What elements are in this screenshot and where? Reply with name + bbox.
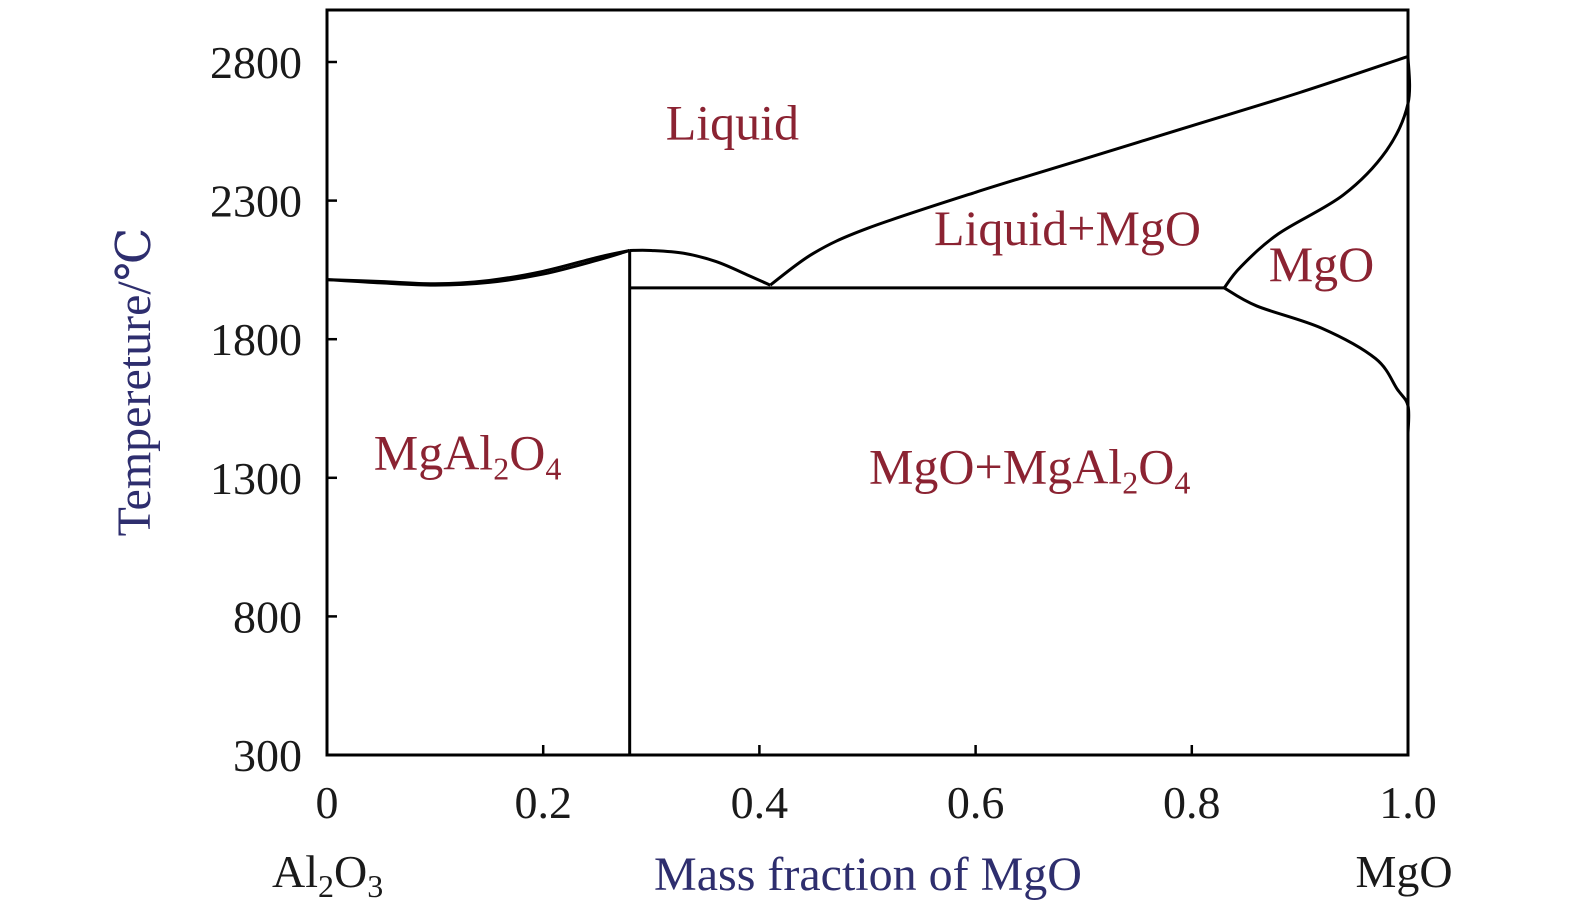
y-tick-label: 300 bbox=[233, 730, 302, 781]
y-tick-label: 1800 bbox=[210, 314, 302, 365]
phase-boundary-line bbox=[1223, 56, 1412, 289]
region-label-part: 4 bbox=[545, 450, 561, 486]
x-tick-label: 0.4 bbox=[731, 777, 789, 828]
phase-boundary-line bbox=[769, 55, 1409, 287]
phase-boundary-line bbox=[1223, 286, 1411, 434]
right-end-label: MgO bbox=[1355, 846, 1452, 897]
y-axis-title: Tempereture/℃ bbox=[108, 228, 161, 537]
x-tick-label: 0.2 bbox=[514, 777, 572, 828]
y-ticks: 300 800 1300 1800 2300 2800 bbox=[210, 37, 337, 781]
left-end-sub2: 3 bbox=[367, 868, 383, 904]
x-tick-label: 0.8 bbox=[1163, 777, 1221, 828]
phase-boundary-line bbox=[629, 248, 771, 287]
phase-boundaries bbox=[326, 55, 1412, 755]
region-label: Liquid+MgO bbox=[934, 200, 1201, 256]
y-tick-label: 2300 bbox=[210, 176, 302, 227]
plot-frame bbox=[325, 8, 1410, 757]
left-end-label: Al2O3 bbox=[272, 846, 383, 904]
x-tick-label: 0.6 bbox=[947, 777, 1005, 828]
left-end-base: Al bbox=[272, 846, 318, 897]
left-end-sub1: 2 bbox=[318, 868, 334, 904]
y-tick-label: 1300 bbox=[210, 453, 302, 504]
y-tick-label: 800 bbox=[233, 591, 302, 642]
region-label: MgO bbox=[1269, 236, 1375, 292]
region-label: Liquid bbox=[666, 95, 799, 151]
phase-boundary-line bbox=[326, 249, 630, 286]
y-tick-label: 2800 bbox=[210, 37, 302, 88]
region-label-part: O bbox=[509, 424, 545, 480]
region-label-part: 2 bbox=[1122, 464, 1138, 500]
region-label-part: MgO+MgAl bbox=[869, 438, 1122, 494]
region-label: MgO+MgAl2O4 bbox=[869, 438, 1190, 500]
region-label-part: 2 bbox=[493, 450, 509, 486]
x-axis-title: Mass fraction of MgO bbox=[654, 848, 1082, 901]
region-label: MgAl2O4 bbox=[374, 424, 562, 486]
region-label-part: 4 bbox=[1174, 464, 1190, 500]
x-tick-label: 1.0 bbox=[1379, 777, 1437, 828]
x-tick-label: 0 bbox=[316, 777, 339, 828]
x-ticks: 0 0.2 0.4 0.6 0.8 1.0 bbox=[316, 745, 1437, 828]
left-end-mid: O bbox=[334, 846, 367, 897]
region-label-part: O bbox=[1138, 438, 1174, 494]
region-label-part: MgAl bbox=[374, 424, 493, 480]
